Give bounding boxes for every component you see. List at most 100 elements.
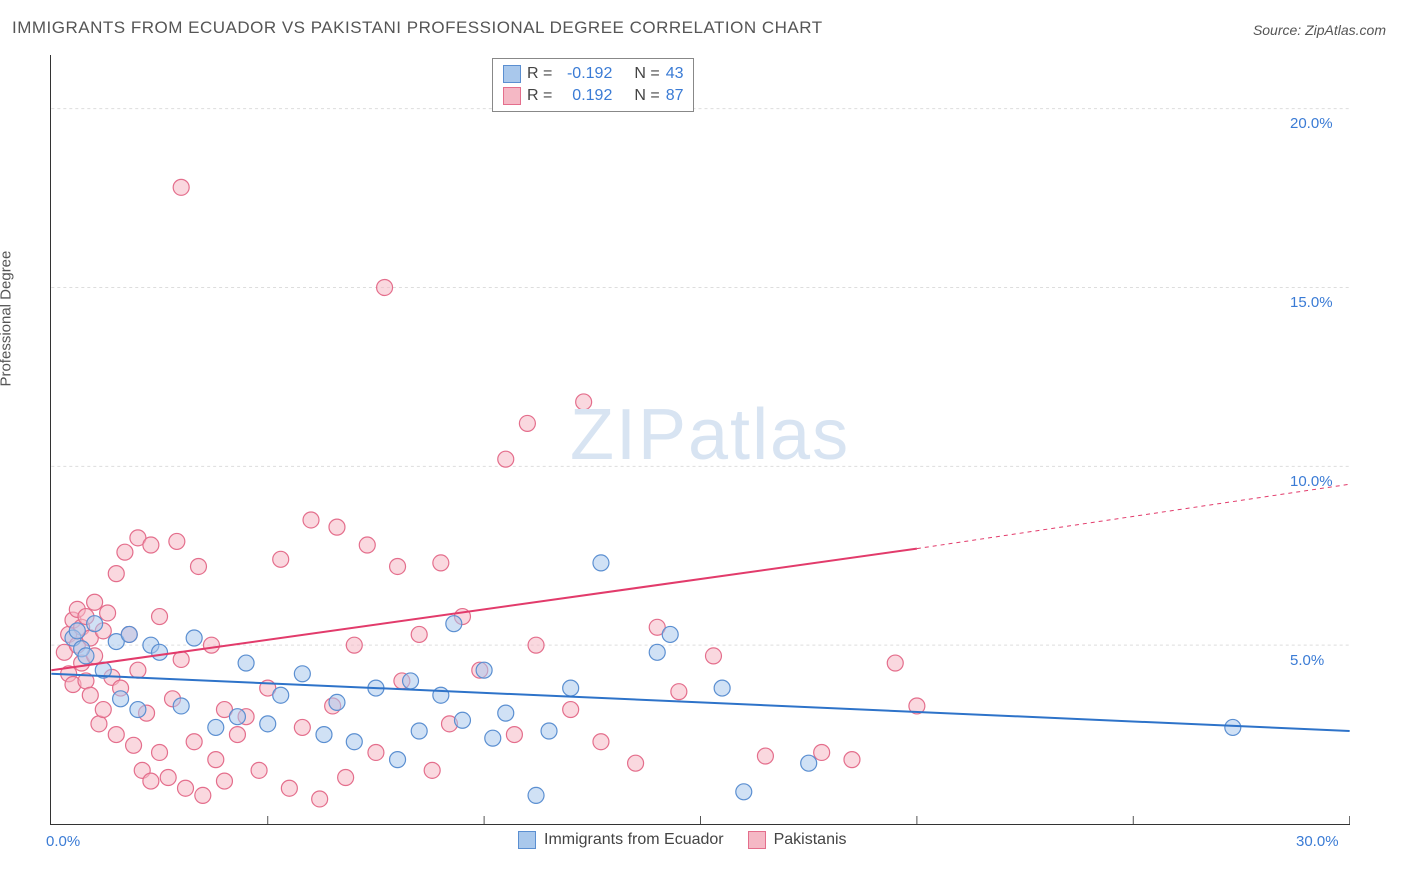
r-label: R = (527, 87, 552, 105)
ecuador-point (563, 680, 579, 696)
pakistani-point (152, 744, 168, 760)
legend-item-ecuador: Immigrants from Ecuador (518, 831, 724, 849)
ecuador-point (186, 630, 202, 646)
pakistani-point (390, 558, 406, 574)
ecuador-point (801, 755, 817, 771)
pakistani-point (281, 780, 297, 796)
ecuador-swatch-icon (503, 65, 521, 83)
ecuador-legend-swatch-icon (518, 831, 536, 849)
ecuador-point (152, 644, 168, 660)
stat-row-pakistani: R =0.192N =87 (503, 85, 683, 107)
ecuador-point (649, 644, 665, 660)
pakistani-point (887, 655, 903, 671)
pakistani-point (329, 519, 345, 535)
pakistani-legend-swatch-icon (748, 831, 766, 849)
pakistani-point (178, 780, 194, 796)
pakistani-point (100, 605, 116, 621)
ecuador-point (208, 719, 224, 735)
ecuador-point (390, 752, 406, 768)
ecuador-point (273, 687, 289, 703)
pakistani-point (338, 770, 354, 786)
legend-label: Immigrants from Ecuador (544, 831, 724, 849)
y-tick-label: 5.0% (1290, 652, 1324, 669)
pakistani-point (190, 558, 206, 574)
r-value: 0.192 (558, 87, 612, 105)
pakistani-point (346, 637, 362, 653)
x-end-label: 30.0% (1296, 833, 1339, 850)
ecuador-point (87, 616, 103, 632)
pakistani-point (528, 637, 544, 653)
pakistani-point (108, 566, 124, 582)
pakistani-point (229, 727, 245, 743)
y-tick-label: 10.0% (1290, 473, 1333, 490)
pakistani-point (152, 609, 168, 625)
n-value: 43 (666, 65, 684, 83)
ecuador-point (329, 694, 345, 710)
ecuador-point (346, 734, 362, 750)
ecuador-point (446, 616, 462, 632)
y-axis-label: Professional Degree (0, 251, 15, 387)
pakistani-point (377, 279, 393, 295)
pakistani-point (312, 791, 328, 807)
pakistani-point (411, 626, 427, 642)
ecuador-point (411, 723, 427, 739)
y-tick-label: 20.0% (1290, 115, 1333, 132)
ecuador-point (69, 623, 85, 639)
pakistani-point (273, 551, 289, 567)
chart-container: IMMIGRANTS FROM ECUADOR VS PAKISTANI PRO… (0, 0, 1406, 892)
pakistani-point (143, 773, 159, 789)
ecuador-point (736, 784, 752, 800)
pakistani-trend-extrapolation (917, 484, 1350, 548)
ecuador-point (173, 698, 189, 714)
pakistani-point (95, 702, 111, 718)
pakistani-point (195, 787, 211, 803)
ecuador-point (121, 626, 137, 642)
ecuador-point (454, 712, 470, 728)
pakistani-point (814, 744, 830, 760)
pakistani-point (173, 179, 189, 195)
scatter-plot (50, 55, 1350, 825)
pakistani-point (368, 744, 384, 760)
legend-item-pakistani: Pakistanis (748, 831, 847, 849)
pakistani-point (424, 762, 440, 778)
x-origin-label: 0.0% (46, 833, 80, 850)
ecuador-point (260, 716, 276, 732)
ecuador-point (78, 648, 94, 664)
legend: Immigrants from Ecuador Pakistanis (518, 831, 847, 849)
pakistani-point (671, 684, 687, 700)
pakistani-point (294, 719, 310, 735)
pakistani-point (359, 537, 375, 553)
pakistani-point (303, 512, 319, 528)
pakistani-point (117, 544, 133, 560)
pakistani-point (576, 394, 592, 410)
ecuador-point (498, 705, 514, 721)
pakistani-point (173, 651, 189, 667)
ecuador-point (403, 673, 419, 689)
pakistani-point (160, 770, 176, 786)
pakistani-point (130, 662, 146, 678)
pakistani-point (91, 716, 107, 732)
ecuador-point (294, 666, 310, 682)
stat-row-ecuador: R =-0.192N =43 (503, 63, 683, 85)
pakistani-trend-line (51, 549, 917, 671)
legend-label: Pakistanis (774, 831, 847, 849)
pakistani-point (628, 755, 644, 771)
ecuador-point (485, 730, 501, 746)
correlation-stats-box: R =-0.192N =43R =0.192N =87 (492, 58, 694, 112)
r-value: -0.192 (558, 65, 612, 83)
pakistani-point (143, 537, 159, 553)
pakistani-point (216, 773, 232, 789)
source-attribution: Source: ZipAtlas.com (1253, 22, 1386, 38)
pakistani-point (506, 727, 522, 743)
pakistani-point (563, 702, 579, 718)
pakistani-point (757, 748, 773, 764)
ecuador-point (130, 702, 146, 718)
pakistani-point (844, 752, 860, 768)
ecuador-point (541, 723, 557, 739)
pakistani-point (82, 687, 98, 703)
ecuador-point (238, 655, 254, 671)
pakistani-swatch-icon (503, 87, 521, 105)
pakistani-point (203, 637, 219, 653)
n-label: N = (634, 87, 659, 105)
ecuador-point (476, 662, 492, 678)
